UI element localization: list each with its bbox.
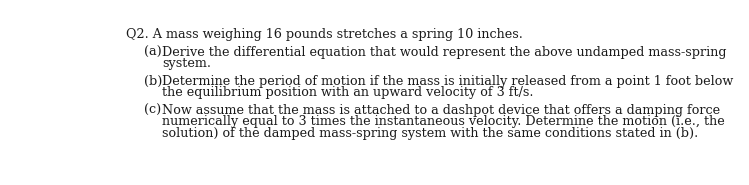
Text: (c): (c) — [144, 104, 161, 117]
Text: (b): (b) — [144, 75, 163, 88]
Text: solution) of the damped mass-spring system with the same conditions stated in (b: solution) of the damped mass-spring syst… — [162, 127, 698, 139]
Text: Derive the differential equation that would represent the above undamped mass-sp: Derive the differential equation that wo… — [162, 46, 727, 59]
Text: Determine the period of motion if the mass is initially released from a point 1 : Determine the period of motion if the ma… — [162, 75, 733, 88]
Text: Now assume that the mass is attached to a dashpot device that offers a damping f: Now assume that the mass is attached to … — [162, 104, 720, 117]
Text: numerically equal to 3 times the instantaneous velocity. Determine the motion (i: numerically equal to 3 times the instant… — [162, 115, 724, 128]
Text: Q2. A mass weighing 16 pounds stretches a spring 10 inches.: Q2. A mass weighing 16 pounds stretches … — [126, 28, 523, 41]
Text: system.: system. — [162, 57, 210, 70]
Text: (a): (a) — [144, 46, 162, 59]
Text: the equilibrium position with an upward velocity of 3 ft/s.: the equilibrium position with an upward … — [162, 86, 533, 99]
